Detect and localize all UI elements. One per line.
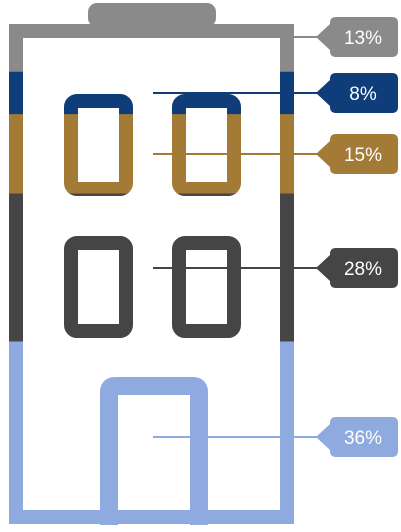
segment-label: 36% [344,428,382,449]
segment-band-3 [9,114,294,194]
segment-band-4 [9,193,294,343]
callout-tag [316,73,398,113]
callout-tag [316,248,398,288]
callout-tag [316,17,398,57]
segment-band-2 [9,71,294,115]
segment-callout-1: 13% [153,17,398,57]
segment-label: 28% [344,259,382,280]
segment-label: 13% [344,28,382,49]
segment-band-1 [9,3,294,73]
segment-callout-5: 36% [153,417,398,457]
segment-label: 15% [344,145,382,166]
segment-band-5 [9,341,294,525]
segment-label: 8% [349,84,377,105]
segment-callout-3: 15% [153,134,398,174]
callout-tag [316,134,398,174]
callout-tag [316,417,398,457]
segment-callout-2: 8% [153,73,398,113]
segment-callout-4: 28% [153,248,398,288]
